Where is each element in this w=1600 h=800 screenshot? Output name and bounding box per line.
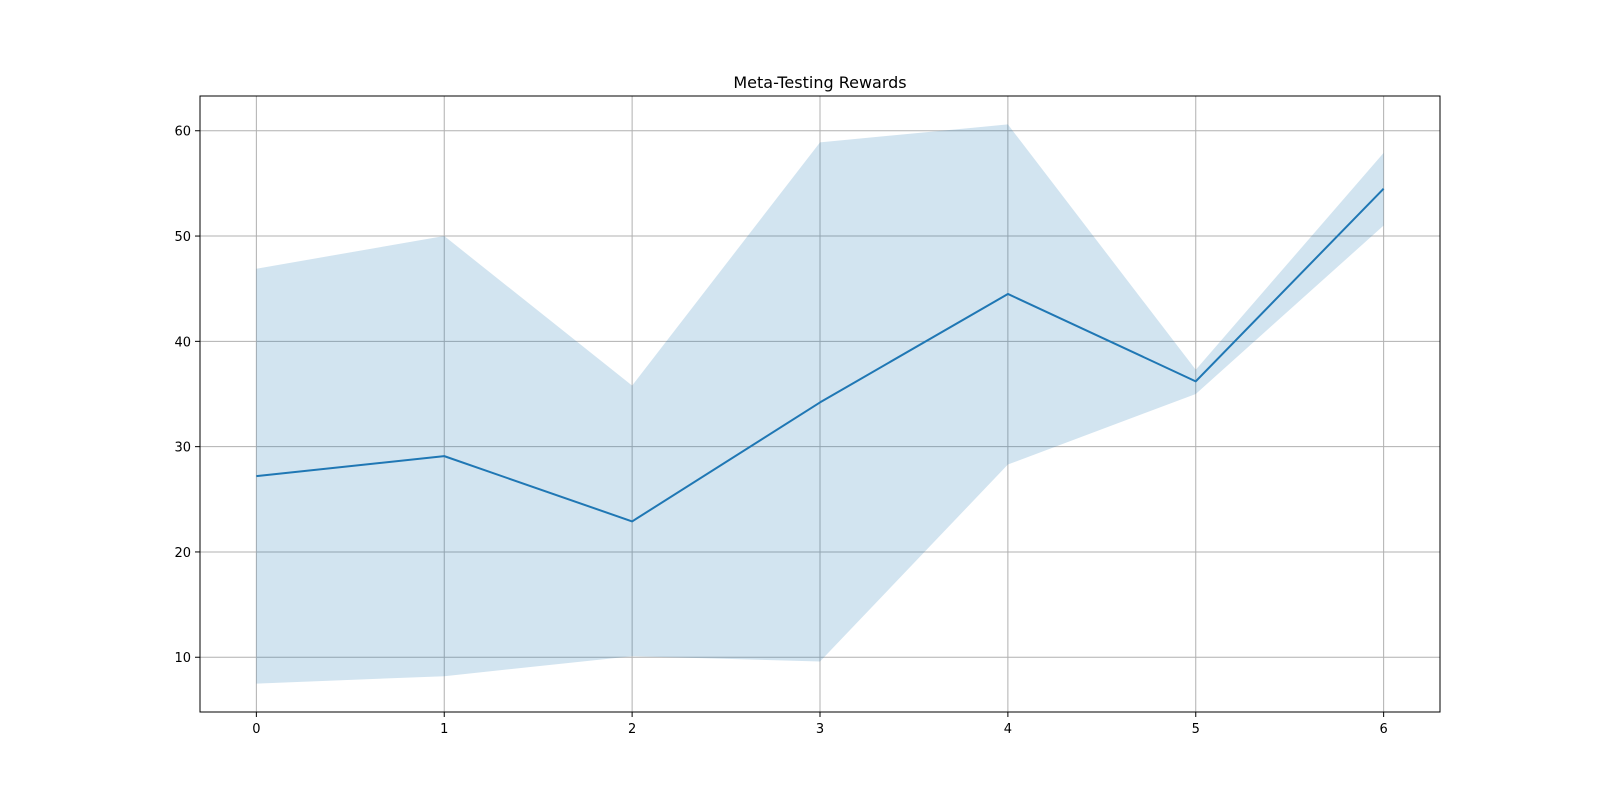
x-tick-label: 1 <box>440 722 448 737</box>
x-tick-label: 3 <box>816 722 824 737</box>
y-tick-label: 20 <box>174 546 191 561</box>
x-tick-label: 2 <box>628 722 636 737</box>
x-tick-label: 5 <box>1192 722 1200 737</box>
x-tick-label: 4 <box>1004 722 1012 737</box>
confidence-band-area <box>256 124 1384 684</box>
y-axis: 10 20 30 40 50 60 <box>174 125 200 666</box>
x-tick-label: 6 <box>1379 722 1387 737</box>
series-lines <box>256 187 1385 523</box>
grid <box>200 96 1440 712</box>
y-tick-label: 50 <box>174 230 191 245</box>
x-tick-label: 0 <box>252 722 260 737</box>
confidence-band <box>256 124 1384 684</box>
x-axis: 0 1 2 3 4 5 6 <box>252 712 1388 737</box>
y-tick-label: 30 <box>174 441 191 456</box>
y-tick-label: 10 <box>174 651 191 666</box>
y-tick-label: 40 <box>174 335 191 350</box>
chart-title: Meta-Testing Rewards <box>733 73 906 92</box>
y-tick-label: 60 <box>174 125 191 140</box>
